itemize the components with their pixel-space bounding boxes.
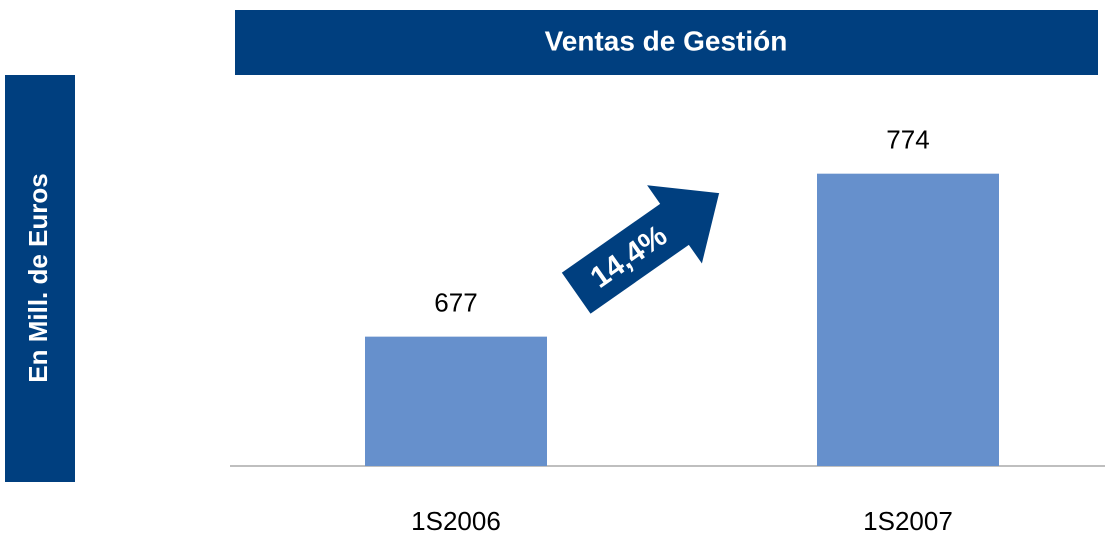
growth-arrow: 14,4%: [559, 182, 722, 317]
chart-title: Ventas de Gestión: [545, 25, 788, 56]
x-tick-label: 1S2006: [411, 506, 501, 536]
y-axis-label: En Mill. de Euros: [23, 173, 53, 382]
x-tick-label: 1S2007: [863, 506, 953, 536]
y-label-box: [5, 75, 75, 482]
title-box: [235, 10, 1098, 75]
bar: [817, 173, 999, 466]
value-label: 677: [434, 288, 477, 318]
arrow-shape: [559, 182, 722, 317]
bar: [365, 336, 547, 466]
value-label: 774: [886, 125, 929, 155]
